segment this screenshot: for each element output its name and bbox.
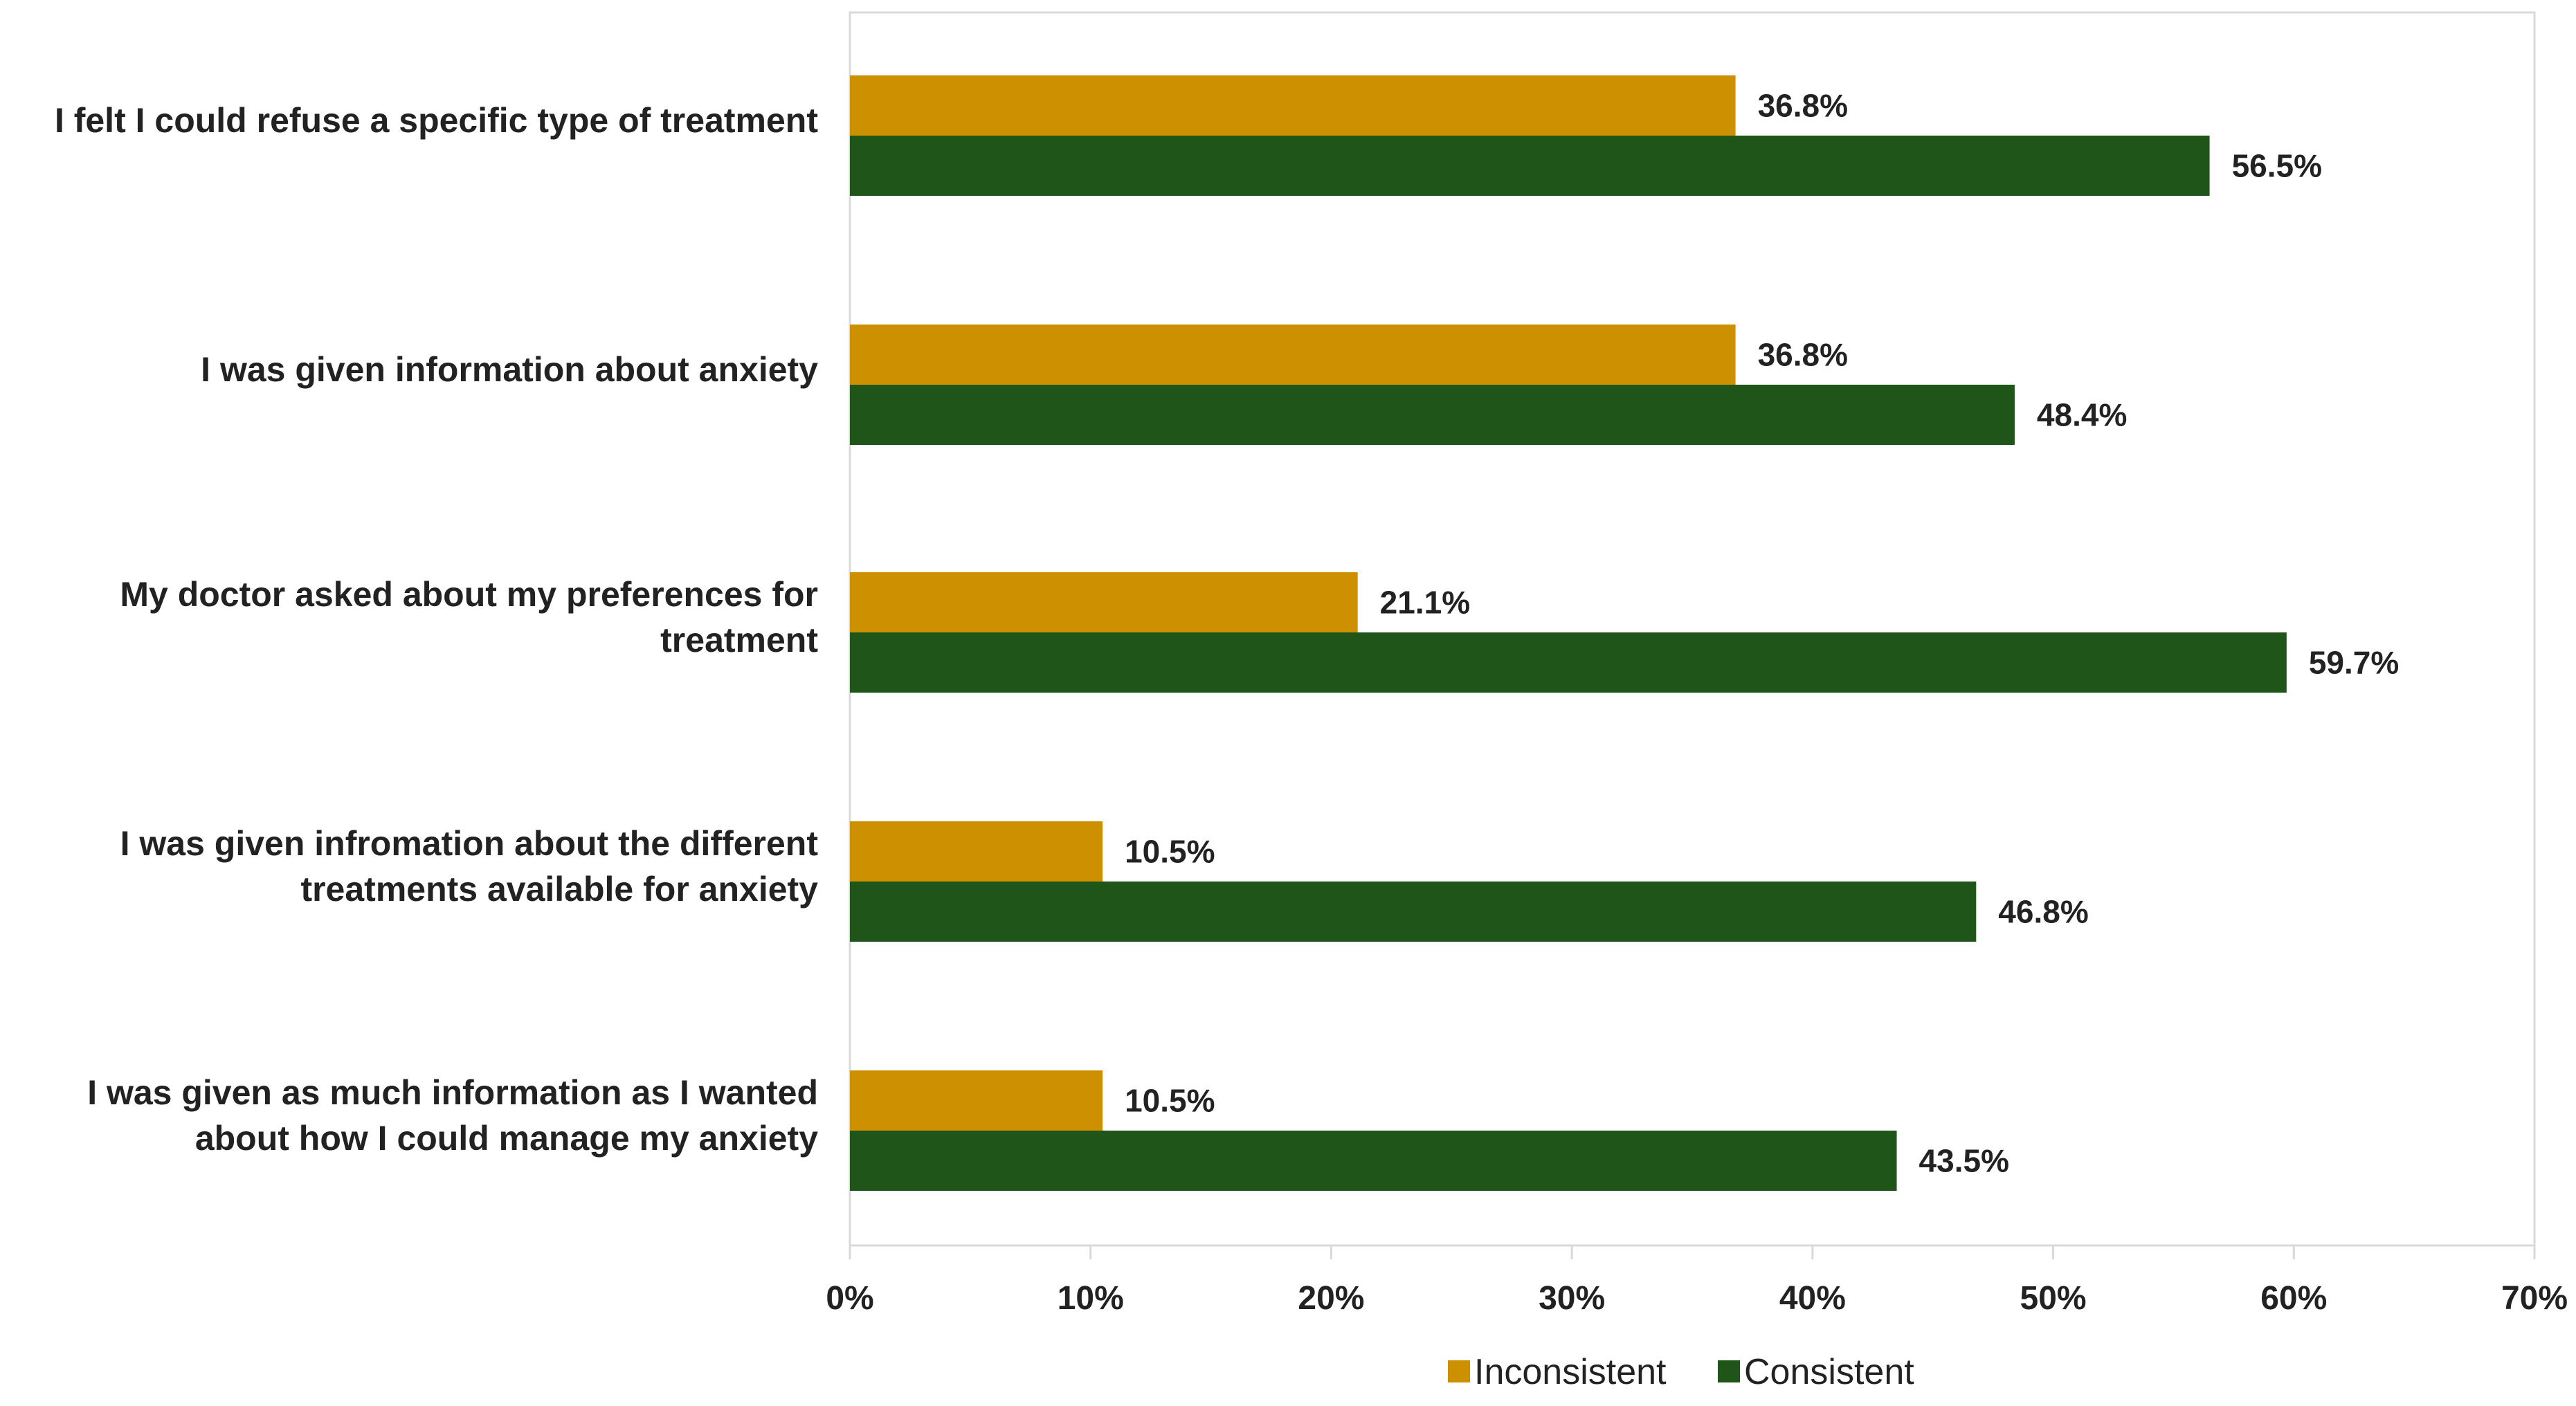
category-label-1: I felt I could refuse a specific type of… [55, 101, 818, 140]
category-label-line: treatment [660, 621, 818, 659]
category-label-line: about how I could manage my anxiety [195, 1119, 818, 1158]
category-label-line: I felt I could refuse a specific type of… [55, 101, 818, 140]
value-label-inconsistent-5: 10.5% [1125, 1083, 1215, 1119]
x-tick-label-40: 40% [1779, 1280, 1846, 1317]
bar-consistent-4 [850, 882, 1977, 942]
category-label-line: I was given as much information as I wan… [87, 1073, 818, 1112]
value-label-consistent-4: 46.8% [1998, 894, 2088, 930]
x-tick-label-30: 30% [1539, 1280, 1605, 1317]
x-tick-label-20: 20% [1298, 1280, 1364, 1317]
value-label-consistent-2: 48.4% [2037, 397, 2127, 433]
value-label-inconsistent-1: 36.8% [1758, 88, 1848, 124]
value-label-inconsistent-4: 10.5% [1125, 834, 1215, 870]
value-label-inconsistent-2: 36.8% [1758, 337, 1848, 373]
bar-group [850, 75, 2287, 1191]
legend-label-inconsistent: Inconsistent [1474, 1352, 1667, 1392]
bar-consistent-1 [850, 136, 2210, 196]
category-label-line: I was given information about anxiety [201, 350, 818, 389]
value-label-group: 36.8% 36.8% 21.1% 10.5% 10.5% 56.5% 48.4% 59.7%… [1125, 88, 2399, 1179]
value-label-consistent-3: 59.7% [2309, 645, 2399, 681]
legend: Inconsistent Consistent [1448, 1352, 1914, 1392]
legend-swatch-inconsistent [1448, 1360, 1470, 1382]
category-label-line: treatments available for anxiety [300, 870, 818, 909]
x-tick-label-70: 70% [2501, 1280, 2568, 1317]
category-label-line: My doctor asked about my preferences for [120, 575, 818, 614]
x-tick-label-0: 0% [826, 1280, 873, 1317]
category-label-group: I felt I could refuse a specific type of… [55, 101, 818, 1158]
category-label-3: My doctor asked about my preferences for… [120, 575, 818, 659]
bar-inconsistent-4 [850, 821, 1103, 882]
x-tick-label-50: 50% [2020, 1280, 2087, 1317]
x-axis-tick-group: 0% 10% 20% 30% 40% 50% 60% 70% [826, 1245, 2568, 1317]
bar-inconsistent-3 [850, 572, 1358, 632]
bar-consistent-2 [850, 385, 2015, 445]
category-label-4: I was given infromation about the differ… [120, 824, 819, 909]
x-tick-label-60: 60% [2260, 1280, 2327, 1317]
legend-label-consistent: Consistent [1744, 1352, 1914, 1392]
bar-inconsistent-5 [850, 1070, 1103, 1131]
value-label-inconsistent-3: 21.1% [1380, 585, 1470, 621]
bar-inconsistent-2 [850, 325, 1736, 385]
category-label-2: I was given information about anxiety [201, 350, 818, 389]
bar-inconsistent-1 [850, 75, 1736, 136]
legend-swatch-consistent [1718, 1360, 1740, 1382]
bar-consistent-5 [850, 1131, 1897, 1191]
bar-consistent-3 [850, 632, 2287, 693]
category-label-5: I was given as much information as I wan… [87, 1073, 818, 1158]
value-label-consistent-1: 56.5% [2232, 148, 2322, 184]
x-tick-label-10: 10% [1058, 1280, 1124, 1317]
category-label-line: I was given infromation about the differ… [120, 824, 819, 863]
value-label-consistent-5: 43.5% [1919, 1143, 2009, 1179]
